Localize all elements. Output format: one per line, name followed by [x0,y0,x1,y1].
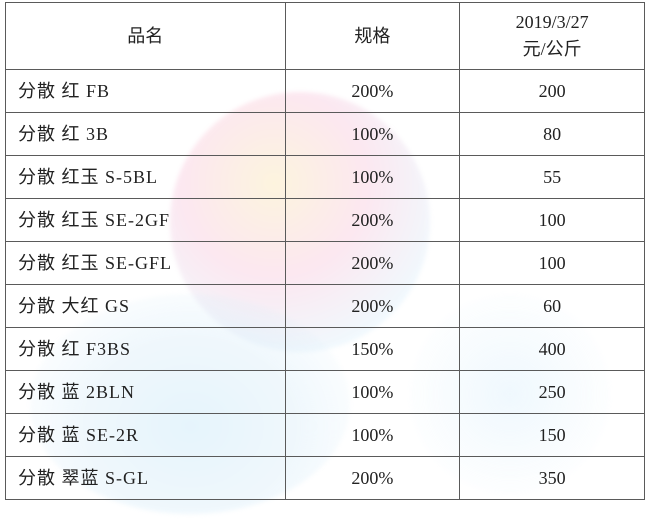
cell-price: 100 [460,199,645,242]
col-header-spec: 规格 [285,3,460,70]
cell-price: 100 [460,242,645,285]
cell-price: 150 [460,414,645,457]
cell-spec: 100% [285,113,460,156]
cell-spec: 100% [285,414,460,457]
cell-spec: 100% [285,371,460,414]
cell-spec: 150% [285,328,460,371]
col-header-name-label: 品名 [6,23,285,50]
table-row: 分散 红 3B100%80 [6,113,645,156]
cell-name: 分散 红 FB [6,70,286,113]
cell-name: 分散 红玉 SE-2GF [6,199,286,242]
cell-price: 55 [460,156,645,199]
cell-name: 分散 红玉 S-5BL [6,156,286,199]
cell-spec: 200% [285,285,460,328]
table-row: 分散 蓝 2BLN100%250 [6,371,645,414]
table-row: 分散 红玉 S-5BL100%55 [6,156,645,199]
table-row: 分散 红玉 SE-2GF200%100 [6,199,645,242]
col-header-price-date: 2019/3/27 [460,9,644,36]
table-row: 分散 翠蓝 S-GL200%350 [6,457,645,500]
cell-price: 400 [460,328,645,371]
col-header-price: 2019/3/27 元/公斤 [460,3,645,70]
col-header-name: 品名 [6,3,286,70]
col-header-spec-label: 规格 [286,23,460,50]
cell-name: 分散 红玉 SE-GFL [6,242,286,285]
cell-spec: 100% [285,156,460,199]
table-header-row: 品名 规格 2019/3/27 元/公斤 [6,3,645,70]
cell-name: 分散 大红 GS [6,285,286,328]
cell-spec: 200% [285,70,460,113]
cell-price: 60 [460,285,645,328]
cell-name: 分散 红 3B [6,113,286,156]
cell-name: 分散 蓝 2BLN [6,371,286,414]
cell-price: 250 [460,371,645,414]
price-table: 品名 规格 2019/3/27 元/公斤 分散 红 FB200%200分散 红 … [5,2,645,500]
cell-name: 分散 蓝 SE-2R [6,414,286,457]
cell-spec: 200% [285,199,460,242]
table-row: 分散 大红 GS200%60 [6,285,645,328]
table-row: 分散 蓝 SE-2R100%150 [6,414,645,457]
table-row: 分散 红玉 SE-GFL200%100 [6,242,645,285]
cell-price: 80 [460,113,645,156]
table-row: 分散 红 FB200%200 [6,70,645,113]
cell-name: 分散 翠蓝 S-GL [6,457,286,500]
table-row: 分散 红 F3BS150%400 [6,328,645,371]
cell-spec: 200% [285,242,460,285]
cell-name: 分散 红 F3BS [6,328,286,371]
cell-price: 200 [460,70,645,113]
cell-spec: 200% [285,457,460,500]
col-header-price-unit: 元/公斤 [460,36,644,63]
cell-price: 350 [460,457,645,500]
